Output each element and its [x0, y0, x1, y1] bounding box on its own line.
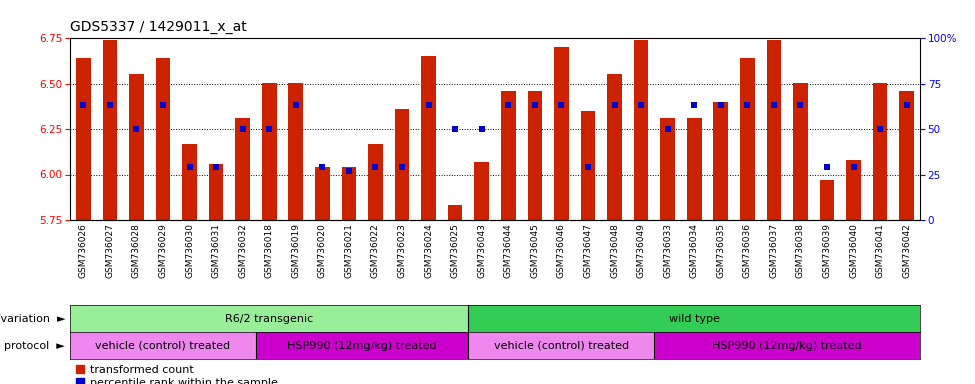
- Bar: [475, 162, 489, 220]
- Bar: [209, 164, 223, 220]
- Bar: [315, 167, 330, 220]
- Bar: [468, 332, 654, 359]
- Bar: [714, 102, 728, 220]
- Bar: [766, 40, 781, 220]
- Text: genotype/variation  ►: genotype/variation ►: [0, 313, 65, 323]
- Bar: [448, 205, 462, 220]
- Bar: [554, 47, 568, 220]
- Text: vehicle (control) treated: vehicle (control) treated: [96, 341, 230, 351]
- Bar: [468, 305, 920, 332]
- Text: R6/2 transgenic: R6/2 transgenic: [225, 313, 313, 323]
- Text: protocol  ►: protocol ►: [4, 341, 65, 351]
- Bar: [255, 332, 468, 359]
- Text: HSP990 (12mg/kg) treated: HSP990 (12mg/kg) treated: [288, 341, 437, 351]
- Text: vehicle (control) treated: vehicle (control) treated: [494, 341, 629, 351]
- Bar: [76, 58, 91, 220]
- Text: GDS5337 / 1429011_x_at: GDS5337 / 1429011_x_at: [70, 20, 247, 34]
- Bar: [421, 56, 436, 220]
- Bar: [395, 109, 409, 220]
- Text: HSP990 (12mg/kg) treated: HSP990 (12mg/kg) treated: [713, 341, 862, 351]
- Bar: [527, 91, 542, 220]
- Bar: [660, 118, 675, 220]
- Bar: [794, 83, 807, 220]
- Bar: [607, 74, 622, 220]
- Bar: [70, 305, 468, 332]
- Bar: [740, 58, 755, 220]
- Bar: [341, 167, 356, 220]
- Bar: [369, 144, 383, 220]
- Bar: [235, 118, 250, 220]
- Bar: [899, 91, 914, 220]
- Bar: [262, 83, 277, 220]
- Bar: [70, 332, 255, 359]
- Bar: [581, 111, 596, 220]
- Bar: [820, 180, 835, 220]
- Bar: [102, 40, 117, 220]
- Bar: [129, 74, 143, 220]
- Bar: [501, 91, 516, 220]
- Text: wild type: wild type: [669, 313, 720, 323]
- Bar: [289, 83, 303, 220]
- Bar: [873, 83, 887, 220]
- Legend: transformed count, percentile rank within the sample: transformed count, percentile rank withi…: [75, 364, 278, 384]
- Bar: [654, 332, 920, 359]
- Bar: [182, 144, 197, 220]
- Bar: [156, 58, 171, 220]
- Bar: [687, 118, 702, 220]
- Bar: [846, 160, 861, 220]
- Bar: [634, 40, 648, 220]
